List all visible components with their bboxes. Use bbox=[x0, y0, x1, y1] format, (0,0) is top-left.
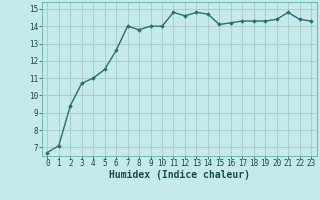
X-axis label: Humidex (Indice chaleur): Humidex (Indice chaleur) bbox=[109, 170, 250, 180]
